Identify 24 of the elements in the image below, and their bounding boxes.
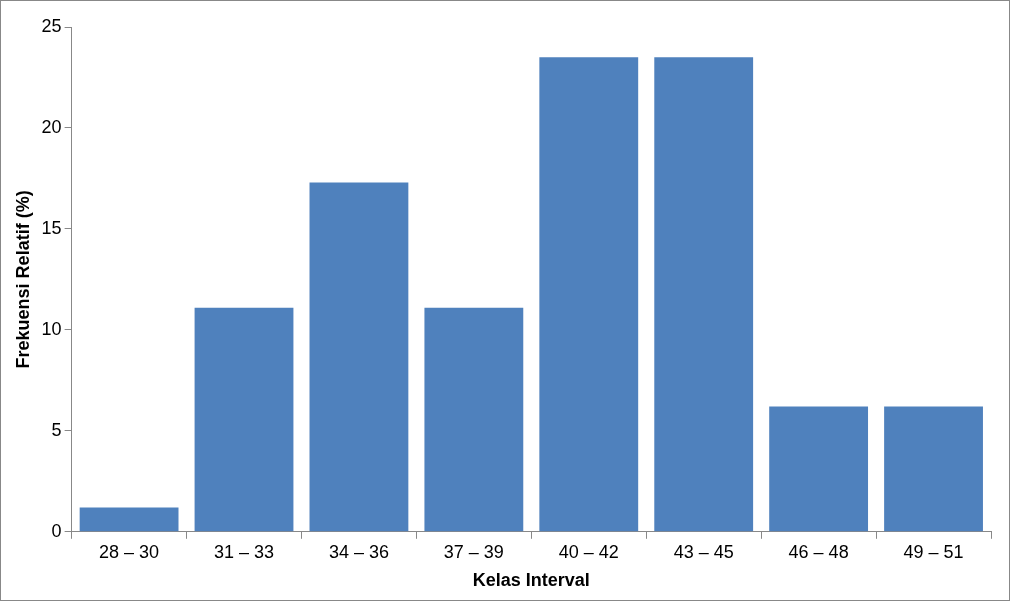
bar bbox=[194, 307, 294, 532]
y-tick-label: 20 bbox=[41, 116, 62, 137]
bar bbox=[654, 57, 754, 532]
y-tick-label: 0 bbox=[51, 520, 62, 541]
y-axis-title: Frekuensi Relatif (%) bbox=[12, 190, 33, 369]
bar bbox=[309, 182, 409, 532]
x-tick-label: 28 – 30 bbox=[99, 541, 160, 562]
x-tick-label: 46 – 48 bbox=[788, 541, 849, 562]
y-tick-label: 10 bbox=[41, 318, 62, 339]
y-tick-label: 5 bbox=[51, 419, 62, 440]
x-tick-label: 43 – 45 bbox=[673, 541, 734, 562]
x-tick-label: 49 – 51 bbox=[903, 541, 964, 562]
bar bbox=[769, 406, 869, 532]
x-tick-label: 37 – 39 bbox=[443, 541, 504, 562]
x-axis-title: Kelas Interval bbox=[472, 570, 590, 591]
x-tick-label: 40 – 42 bbox=[558, 541, 619, 562]
y-tick-label: 15 bbox=[41, 217, 62, 238]
x-tick-label: 31 – 33 bbox=[213, 541, 275, 562]
x-tick-label: 34 – 36 bbox=[328, 541, 389, 562]
bar bbox=[539, 57, 639, 532]
bar bbox=[884, 406, 983, 532]
bar bbox=[79, 507, 179, 532]
bar bbox=[424, 307, 524, 532]
y-tick-label: 25 bbox=[41, 15, 62, 36]
